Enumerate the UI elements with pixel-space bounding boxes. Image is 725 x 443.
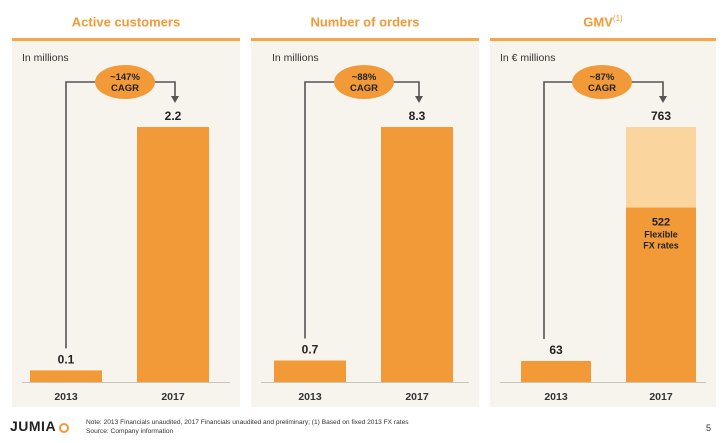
stack-note-line: Flexible bbox=[644, 230, 678, 240]
cagr-value: ~88% bbox=[352, 72, 377, 83]
title-underline bbox=[251, 38, 479, 41]
jumia-logo: JUMIA bbox=[10, 418, 70, 434]
page-number: 5 bbox=[706, 423, 712, 433]
note-line: Note: 2013 Financials unaudited, 2017 Fi… bbox=[86, 419, 409, 426]
panel-title-gmv: GMV(1) bbox=[583, 14, 623, 30]
footer-note: Note: 2013 Financials unaudited, 2017 Fi… bbox=[86, 418, 409, 436]
value-label: 763 bbox=[651, 109, 671, 123]
value-label: 2.2 bbox=[165, 109, 182, 123]
source-line: Source: Company information bbox=[86, 428, 174, 435]
bar-2013 bbox=[521, 360, 591, 382]
bar-2017 bbox=[381, 127, 453, 382]
cagr-label: CAGR bbox=[588, 83, 616, 94]
cagr-arrowhead-icon bbox=[659, 96, 667, 103]
cagr-badge bbox=[95, 65, 155, 99]
value-label: 0.7 bbox=[302, 342, 319, 356]
stack-note-line: FX rates bbox=[643, 241, 679, 251]
unit-label: In millions bbox=[22, 52, 69, 64]
cagr-arrowhead-icon bbox=[171, 96, 179, 103]
cagr-label: CAGR bbox=[111, 83, 139, 94]
title-underline bbox=[490, 38, 716, 41]
value-label: 63 bbox=[549, 343, 563, 357]
category-label: 2013 bbox=[298, 391, 322, 403]
bar-2017 bbox=[137, 127, 209, 382]
category-label: 2017 bbox=[405, 391, 429, 403]
cagr-arrowhead-icon bbox=[415, 96, 423, 103]
category-label: 2017 bbox=[649, 391, 673, 403]
logo-circle-icon bbox=[59, 423, 70, 433]
category-label: 2013 bbox=[54, 391, 78, 403]
value-label: 8.3 bbox=[409, 109, 426, 123]
bar-2017-upper bbox=[626, 127, 696, 208]
unit-label: In millions bbox=[272, 52, 319, 64]
bar-2013 bbox=[30, 370, 102, 382]
cagr-value: ~147% bbox=[110, 72, 140, 83]
cagr-badge bbox=[334, 65, 394, 99]
bar-2013 bbox=[274, 360, 346, 382]
cagr-label: CAGR bbox=[350, 83, 378, 94]
panel-title-active-customers: Active customers bbox=[71, 14, 181, 30]
stack-value-label: 522 bbox=[652, 217, 670, 229]
cagr-value: ~87% bbox=[590, 72, 615, 83]
unit-label: In € millions bbox=[500, 52, 556, 64]
value-label: 0.1 bbox=[58, 352, 75, 366]
title-underline bbox=[12, 38, 240, 41]
panel-title-number-of-orders: Number of orders bbox=[310, 14, 420, 30]
category-label: 2017 bbox=[161, 391, 185, 403]
bar-2017-lower bbox=[626, 207, 696, 382]
category-label: 2013 bbox=[544, 391, 568, 403]
cagr-badge bbox=[572, 65, 632, 99]
